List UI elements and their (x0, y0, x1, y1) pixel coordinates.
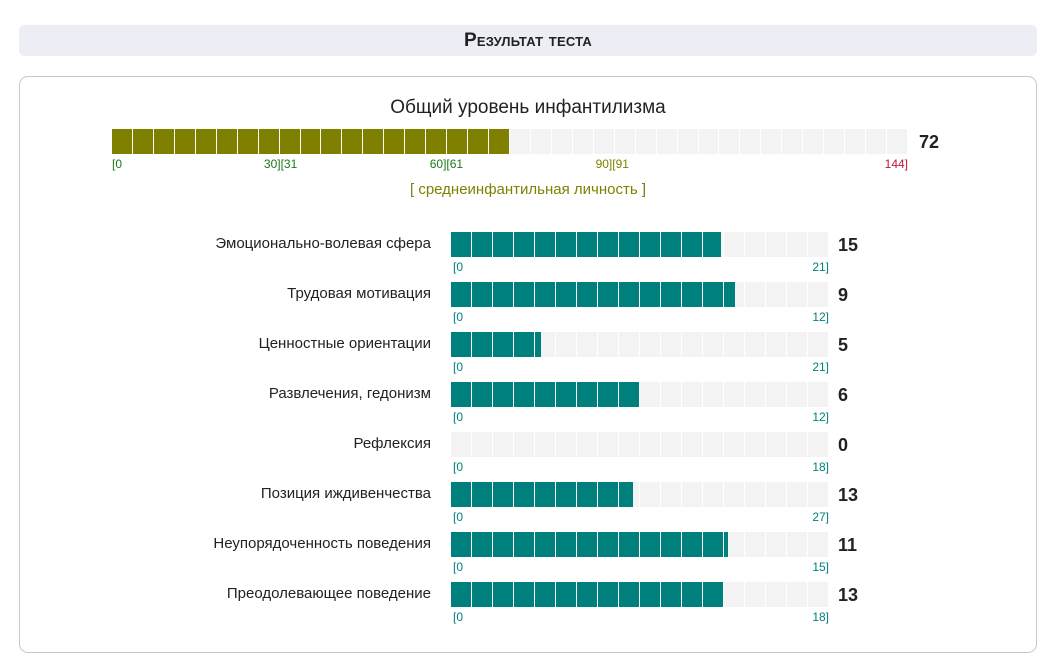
bar-grid (451, 432, 829, 457)
scale-value: 15 (838, 235, 859, 255)
scale-label: Эмоционально-волевая сфера (215, 235, 431, 252)
scale-bar (451, 482, 829, 507)
scale-label: Рефлексия (353, 435, 431, 452)
bar-fill (451, 482, 633, 507)
scale-value: 13 (838, 485, 859, 505)
bar-fill (451, 282, 735, 307)
scale-max-label: 12] (812, 310, 829, 324)
scale-label: Позиция иждивенчества (260, 485, 431, 502)
scale-min-label: [0 (453, 260, 464, 274)
bar-fill (451, 232, 721, 257)
bar-fill (451, 582, 724, 607)
overall-level-bar (112, 129, 908, 154)
scale-min-label: [0 (453, 610, 464, 624)
bar-fill (112, 129, 510, 154)
scale-label: Развлечения, гедонизм (268, 385, 431, 402)
scale-min-label: [0 (453, 510, 464, 524)
results-panel: Общий уровень инфантилизма 72 [0 30][31 60… (19, 76, 1037, 653)
bar-fill (451, 332, 541, 357)
bar-fill (451, 382, 640, 407)
scale-min-label: [0 (453, 460, 464, 474)
bar-fill (451, 532, 729, 557)
overall-title: Общий уровень инфантилизма (390, 97, 666, 118)
overall-tick-label: 90][91 (595, 157, 629, 171)
result-header: Результат теста (19, 25, 1037, 56)
scale-label: Ценностные ориентации (258, 335, 431, 352)
overall-tick-label: 60][61 (429, 157, 464, 171)
scale-value: 6 (838, 385, 849, 405)
scale-label: Преодолевающее поведение (226, 585, 431, 602)
scale-bar (451, 332, 829, 357)
overall-tick-label: [0 (112, 157, 123, 171)
scale-bar (451, 282, 829, 307)
scale-min-label: [0 (453, 410, 464, 424)
scale-max-label: 21] (812, 260, 829, 274)
scale-max-label: 27] (812, 510, 829, 524)
scale-value: 0 (838, 435, 849, 455)
overall-value: 72 (919, 132, 940, 152)
scale-value: 13 (838, 585, 859, 605)
scale-min-label: [0 (453, 560, 464, 574)
result-title: Результат теста (463, 29, 592, 51)
overall-verdict: [ среднеинфантильная личность ] (409, 181, 647, 198)
scale-min-label: [0 (453, 360, 464, 374)
scale-label: Неупорядоченность поведения (213, 535, 431, 552)
scale-max-label: 18] (812, 610, 829, 624)
scale-bar (451, 582, 829, 607)
scale-bar (451, 432, 829, 457)
scale-value: 11 (838, 535, 858, 555)
scale-value: 9 (838, 285, 849, 305)
scale-bar (451, 532, 829, 557)
scale-max-label: 12] (812, 410, 829, 424)
scale-bar (451, 232, 829, 257)
scale-label: Трудовая мотивация (287, 285, 431, 302)
scale-bar (451, 382, 829, 407)
scale-value: 5 (838, 335, 849, 355)
scale-min-label: [0 (453, 310, 464, 324)
scale-max-label: 15] (812, 560, 829, 574)
overall-tick-label: 144] (884, 157, 908, 171)
scale-max-label: 18] (812, 460, 829, 474)
overall-tick-label: 30][31 (263, 157, 298, 171)
scale-max-label: 21] (812, 360, 829, 374)
